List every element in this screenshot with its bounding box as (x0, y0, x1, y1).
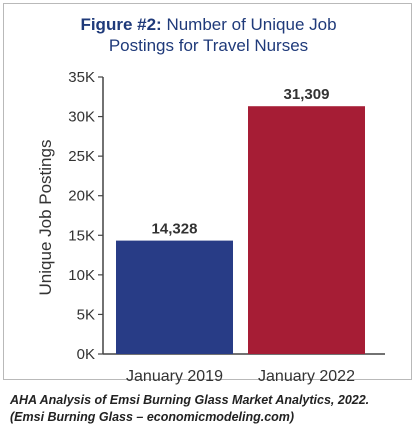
title-line-2: Postings for Travel Nurses (108, 36, 309, 55)
bar-data-label: 14,328 (152, 221, 198, 238)
bar-1 (248, 106, 365, 354)
y-tick-label: 25K (68, 148, 95, 165)
y-tick-label: 35K (68, 69, 95, 86)
y-tick-label: 15K (68, 227, 95, 244)
bar-0 (116, 240, 233, 354)
x-category-label: January 2022 (258, 368, 355, 385)
y-axis-title: Unique Job Postings (36, 140, 55, 296)
caption-line-2: (Emsi Burning Glass – economicmodeling.c… (10, 410, 295, 424)
y-tick-label: 30K (68, 109, 95, 126)
figure-label: Figure #2: (80, 15, 162, 34)
title-line-1: Number of Unique Job (166, 15, 337, 34)
y-tick-label: 20K (68, 188, 95, 205)
y-tick-label: 0K (77, 346, 95, 363)
y-tick-label: 10K (68, 267, 95, 284)
bar-data-label: 31,309 (284, 86, 330, 103)
source-caption: AHA Analysis of Emsi Burning Glass Marke… (10, 392, 410, 426)
caption-line-1: AHA Analysis of Emsi Burning Glass Marke… (10, 393, 370, 407)
y-tick-label: 5K (77, 306, 95, 323)
x-category-label: January 2019 (126, 368, 223, 385)
chart-title: Figure #2: Number of Unique Job Postings… (0, 14, 417, 56)
bar-chart: 0K 5K 10K 15K 20K 25K 30K 35K Unique Job Posting… (36, 69, 385, 385)
